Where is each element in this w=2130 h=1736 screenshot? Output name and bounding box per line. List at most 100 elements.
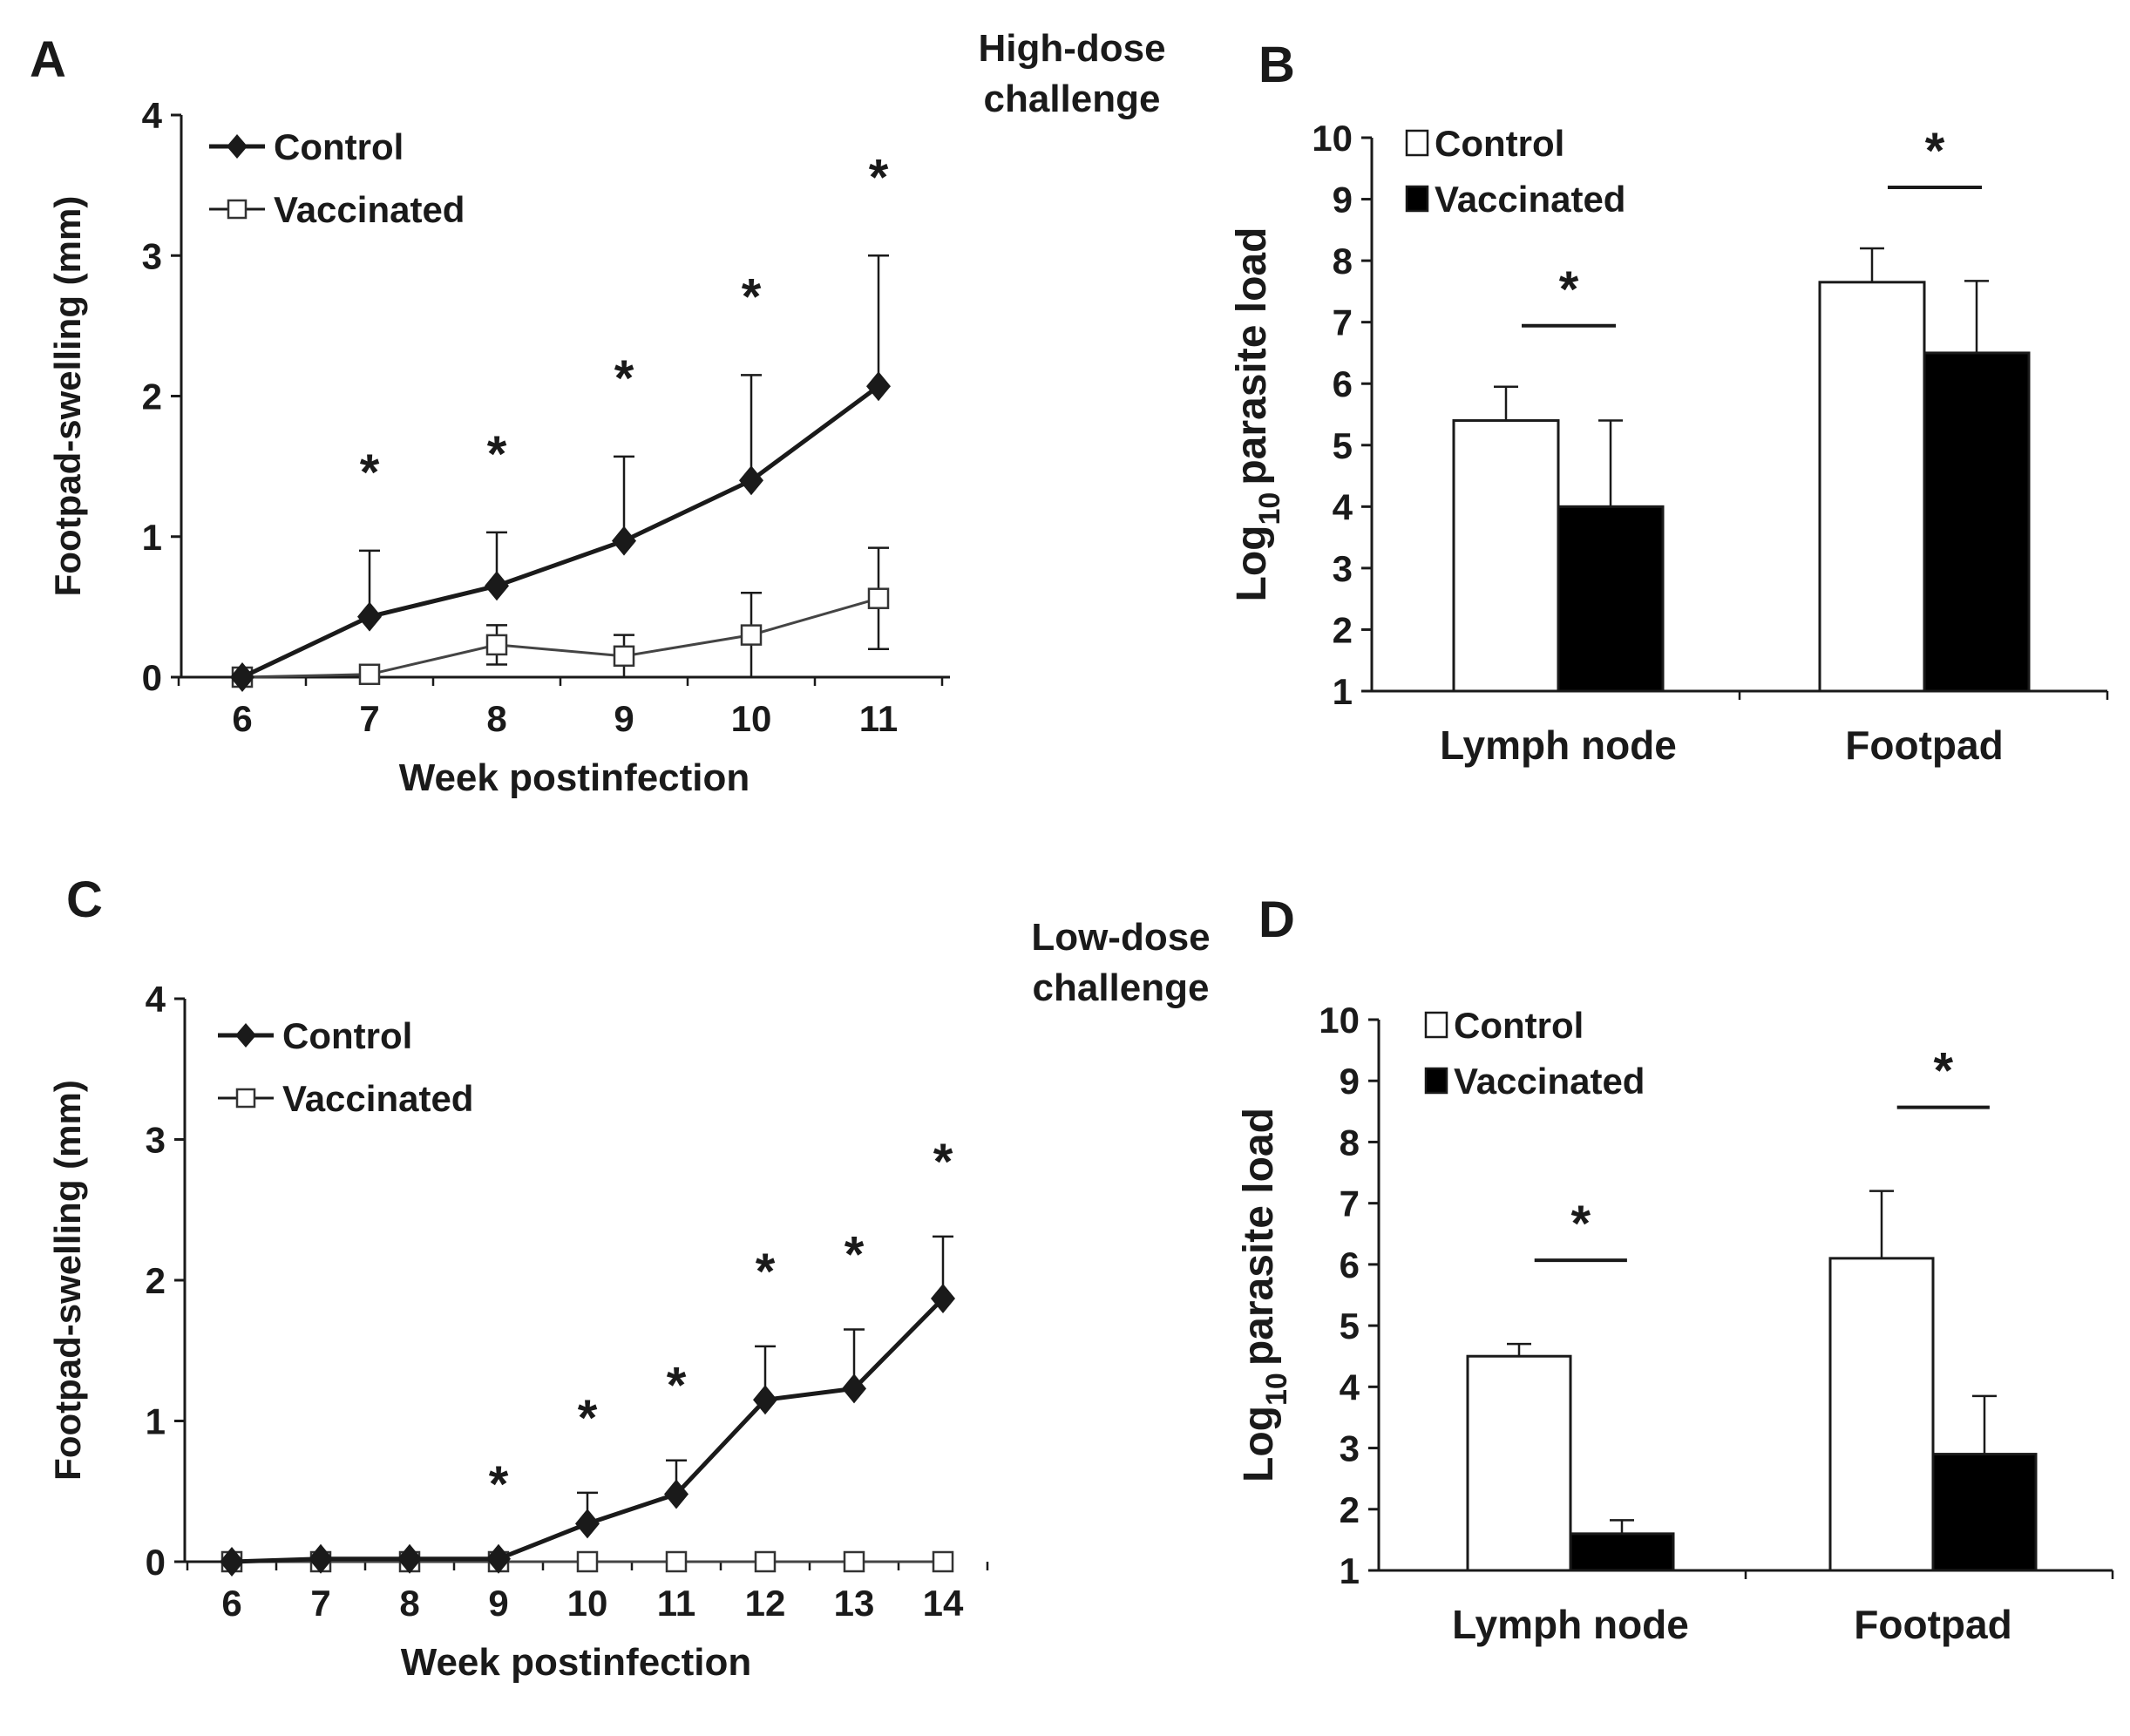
- y-tick-label: 7: [1333, 302, 1353, 343]
- bar: [1818, 281, 1926, 693]
- series-control: [220, 1235, 955, 1577]
- panel-a: A High-dose challenge 0 1 2 3 4 6 7 8 9 10 11 Week pos…: [30, 27, 1166, 799]
- annotation-line-2: challenge: [984, 78, 1161, 120]
- bar: [1557, 505, 1665, 693]
- y-tick-label: 1: [146, 1401, 166, 1442]
- data-point: [740, 624, 763, 646]
- data-point: [397, 1543, 422, 1574]
- y-tick-label: 3: [1333, 548, 1353, 589]
- data-point: [664, 1479, 689, 1509]
- significance-star: *: [1571, 1196, 1591, 1252]
- x-tick-label: 10: [567, 1583, 608, 1624]
- y-tick-label: 2: [1340, 1489, 1360, 1530]
- significance-star: *: [578, 1390, 598, 1447]
- data-point: [220, 1547, 244, 1577]
- legend-label: Vaccinated: [1454, 1061, 1645, 1102]
- bar-control: [1828, 1190, 1935, 1572]
- y-tick-label: 7: [1340, 1183, 1360, 1224]
- data-point: [485, 571, 509, 601]
- bar: [1452, 419, 1560, 693]
- panel-letter: A: [30, 31, 66, 88]
- x-axis-label: Week postinfection: [401, 1641, 752, 1684]
- series-vaccinated: [220, 1550, 954, 1573]
- legend-marker: [235, 1023, 256, 1048]
- y-tick-label: 9: [1340, 1061, 1360, 1102]
- bar-vaccinated: [1569, 1519, 1675, 1572]
- data-point: [230, 662, 254, 692]
- significance-star: *: [614, 350, 634, 407]
- y-axis-label-log: Log: [1229, 525, 1275, 601]
- x-tick-label: 11: [859, 698, 898, 739]
- y-axis-label-log: Log: [1236, 1406, 1282, 1482]
- y-tick-label: 3: [146, 1120, 166, 1161]
- legend: Control Vaccinated: [218, 1015, 473, 1119]
- data-point: [931, 1283, 955, 1313]
- series-vaccinated: [231, 546, 890, 688]
- data-point: [843, 1550, 865, 1573]
- legend-label: Vaccinated: [282, 1078, 473, 1119]
- legend-swatch: [1405, 129, 1429, 157]
- y-tick-label: 6: [1333, 363, 1353, 404]
- significance-star: *: [667, 1358, 687, 1414]
- legend-label: Control: [282, 1015, 412, 1056]
- data-point: [309, 1543, 333, 1574]
- significance-star: *: [1925, 123, 1945, 180]
- y-tick-label: 1: [1333, 671, 1353, 712]
- y-tick-label: 2: [142, 376, 162, 417]
- legend-marker: [235, 1088, 256, 1109]
- y-axis-label-subscript: 10: [1260, 1373, 1293, 1406]
- series-line: [241, 384, 880, 680]
- significance-star: *: [487, 426, 507, 483]
- bar: [1828, 1257, 1935, 1572]
- bar: [1569, 1532, 1675, 1572]
- legend-marker: [227, 199, 248, 220]
- legend-swatch: [1405, 185, 1429, 213]
- legend-label: Control: [274, 126, 404, 167]
- y-tick-label: 4: [1333, 486, 1353, 527]
- x-tick-label: 7: [310, 1583, 330, 1624]
- significance-star: *: [756, 1244, 776, 1300]
- significance-star: *: [1934, 1043, 1954, 1100]
- y-axis-label: Footpad-swelling (mm): [47, 1080, 88, 1481]
- x-tick-label: 8: [399, 1583, 419, 1624]
- legend: Control Vaccinated: [1424, 1005, 1645, 1102]
- y-axis-label: Log10 parasite load: [1236, 1108, 1293, 1482]
- panel-letter: B: [1258, 37, 1295, 93]
- y-tick-label: 10: [1312, 118, 1353, 159]
- significance-star: *: [869, 149, 889, 206]
- data-point: [932, 1550, 954, 1573]
- legend: Control Vaccinated: [1405, 123, 1625, 220]
- annotation-line-2: challenge: [1033, 966, 1210, 1009]
- bar: [1466, 1354, 1572, 1572]
- category-label: Lymph node: [1440, 722, 1677, 768]
- x-tick-label: 9: [488, 1583, 508, 1624]
- y-tick-label: 4: [142, 95, 163, 136]
- x-tick-label: 8: [486, 698, 506, 739]
- y-tick-label: 9: [1333, 180, 1353, 220]
- annotation-line-1: High-dose: [978, 27, 1165, 70]
- legend-swatch: [1424, 1067, 1448, 1095]
- y-tick-label: 6: [1340, 1244, 1360, 1285]
- y-tick-label: 5: [1333, 425, 1353, 466]
- y-tick-label: 4: [1340, 1366, 1360, 1407]
- bar: [1931, 1453, 2038, 1572]
- data-point: [576, 1550, 599, 1573]
- bar-control: [1466, 1342, 1572, 1572]
- y-tick-label: 3: [1340, 1428, 1360, 1469]
- data-point: [612, 526, 636, 556]
- data-point: [486, 1543, 511, 1574]
- panel-letter: C: [66, 871, 103, 928]
- x-tick-label: 13: [834, 1583, 875, 1624]
- annotation-line-1: Low-dose: [1031, 916, 1210, 959]
- category-label: Footpad: [1854, 1602, 2011, 1647]
- bar-control: [1818, 247, 1926, 693]
- significance-star: *: [933, 1134, 953, 1190]
- y-tick-label: 2: [146, 1260, 166, 1301]
- significance-star: *: [742, 268, 762, 325]
- x-tick-label: 11: [657, 1583, 695, 1624]
- y-axis-label-subscript: 10: [1253, 492, 1286, 526]
